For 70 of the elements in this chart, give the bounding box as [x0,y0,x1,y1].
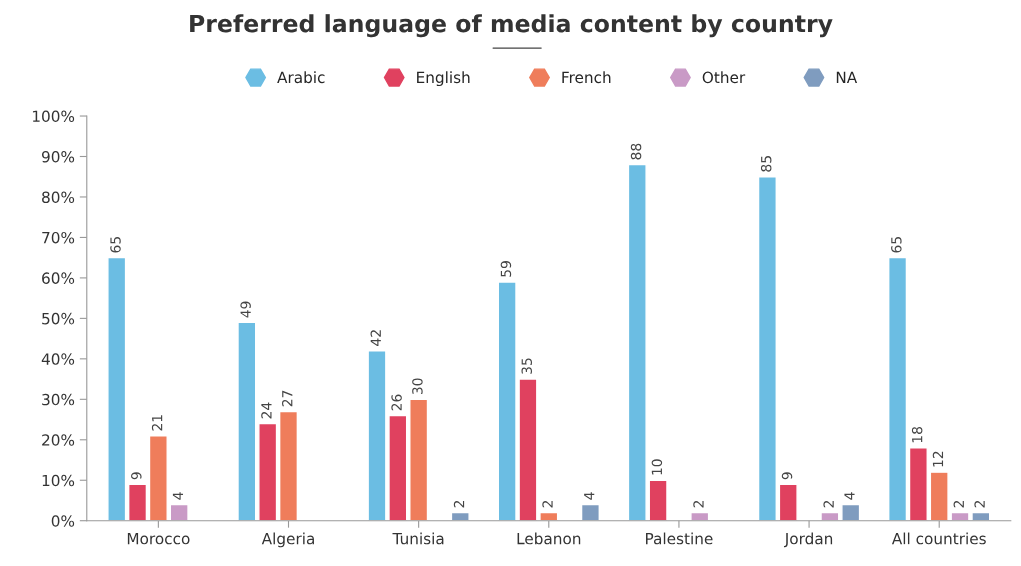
bar [450,511,470,521]
x-tick-label: Jordan [783,532,833,548]
chart-title: Preferred language of media content by country [190,14,833,38]
data-label: 24 [261,402,272,419]
y-tick-label: 100% [32,110,75,123]
x-tick-label: All countries [891,532,986,545]
x-tick-label: Algeria [261,532,314,548]
data-label: 10 [651,459,663,475]
y-tick-label: 20% [42,434,75,446]
bar [127,483,148,521]
x-tick-label: Morocco [127,533,190,545]
bar [690,511,710,521]
data-label: 42 [370,330,381,346]
y-tick-label: 40% [41,353,75,365]
data-label: 4 [584,492,595,500]
bar [778,483,798,521]
x-tick-label: Tunisia [392,532,444,545]
bar [278,410,299,521]
data-label: 88 [630,143,642,160]
bar [409,398,429,521]
bar [627,163,647,521]
legend-label: English [417,71,470,87]
y-tick-label: 60% [42,272,75,284]
data-label: 2 [542,501,553,508]
bar [820,511,840,521]
y-tick-label: 90% [41,150,75,163]
legend-label: French [562,71,611,84]
bar [107,256,127,521]
y-tick-label: 80% [42,191,75,203]
bar [648,479,668,521]
data-label: 65 [110,237,121,253]
data-label: 4 [172,492,184,500]
bar [580,503,600,521]
data-label: 4 [844,492,855,500]
data-label: 65 [891,237,902,253]
data-label: 49 [240,301,251,318]
y-tick-label: 50% [42,312,75,325]
data-label: 9 [131,472,142,480]
y-tick-label: 30% [42,393,75,406]
data-label: 85 [760,156,772,172]
bar [757,176,777,521]
y-tick-label: 70% [42,231,75,244]
data-label: 18 [911,426,923,443]
y-tick-label: 10% [42,474,75,487]
data-label: 59 [500,261,512,277]
y-tick-label: 0% [51,515,75,527]
bar [841,503,861,521]
data-label: 26 [391,394,402,411]
data-label: 12 [932,451,944,467]
data-label: 27 [282,390,293,407]
bar [888,256,908,521]
legend-label: Arabic [277,71,325,84]
bar [908,447,928,521]
data-label: 30 [412,378,423,395]
data-label: 35 [521,358,532,374]
x-tick-label: Lebanon [517,532,581,545]
x-tick-label: Palestine [646,532,713,545]
data-label: 2 [693,501,704,508]
bar [169,503,189,521]
bar [148,435,168,521]
data-label: 2 [953,501,964,508]
data-label: 2 [453,501,465,508]
data-label: 21 [151,415,163,431]
data-label: 9 [781,472,793,480]
legend-label: NA [836,71,858,83]
bar [237,321,257,521]
data-label: 2 [974,501,985,508]
data-label: 2 [823,501,834,508]
bar [258,422,278,521]
legend-label: Other [702,71,746,84]
